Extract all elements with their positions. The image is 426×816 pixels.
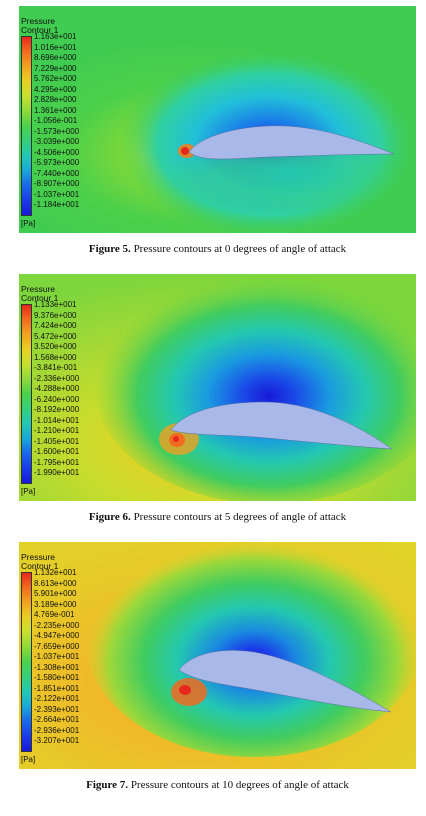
legend-level: -2.235e+000 xyxy=(34,620,80,630)
legend-level: -1.990e+001 xyxy=(34,468,80,477)
pressure-contour-plot: Pressure Contour 1 1.133e+001 9.376e+000… xyxy=(19,274,416,501)
legend-level: 1.163e+001 xyxy=(34,32,77,41)
legend-level: 1.361e+000 xyxy=(34,105,77,115)
color-legend: Pressure Contour 1 1.163e+001 1.016e+001… xyxy=(21,16,79,228)
pressure-contour-plot: Pressure Contour 1 1.132e+001 8.613e+000… xyxy=(19,542,416,769)
legend-level: 7.424e+000 xyxy=(34,321,77,330)
legend-level: -6.240e+000 xyxy=(34,394,80,404)
legend-subtitle: Contour 1 xyxy=(21,561,59,571)
legend-level: -2.393e+001 xyxy=(34,704,80,714)
legend-unit: [Pa] xyxy=(21,755,36,764)
legend-level: -1.210e+001 xyxy=(34,426,80,435)
legend-level: 8.696e+000 xyxy=(34,53,77,62)
legend-level: -2.122e+001 xyxy=(34,694,80,703)
legend-level: -5.973e+000 xyxy=(34,158,80,167)
legend-level: -3.841e-001 xyxy=(34,363,78,372)
legend-title: Pressure xyxy=(21,284,56,294)
legend-level: -1.851e+001 xyxy=(34,683,80,693)
legend-level: -7.440e+000 xyxy=(34,168,80,178)
legend-level: 5.472e+000 xyxy=(34,331,77,341)
legend-unit: [Pa] xyxy=(21,487,36,496)
legend-subtitle: Contour 1 xyxy=(21,25,59,35)
legend-level: -2.936e+001 xyxy=(34,725,80,735)
legend-level: -4.506e+000 xyxy=(34,147,80,157)
figure-7: Pressure Contour 1 1.132e+001 8.613e+000… xyxy=(19,542,416,791)
contour-field xyxy=(19,274,416,501)
legend-level: -4.288e+000 xyxy=(34,384,80,393)
figure-caption: Figure 7. Pressure contours at 10 degree… xyxy=(19,779,416,791)
legend-labels: 1.132e+001 8.613e+000 5.901e+000 3.189e+… xyxy=(34,568,79,747)
legend-level: 4.295e+000 xyxy=(34,84,77,94)
legend-level: -8.192e+000 xyxy=(34,405,80,414)
pressure-contour-plot: Pressure Contour 1 1.163e+001 1.016e+001… xyxy=(19,6,416,233)
caption-text: Pressure contours at 10 degrees of angle… xyxy=(130,779,349,791)
legend-title: Pressure xyxy=(21,552,56,562)
legend-level: 8.613e+000 xyxy=(34,578,77,588)
legend-labels: 1.133e+001 9.376e+000 7.424e+000 5.472e+… xyxy=(34,300,79,479)
caption-label: Figure 5. xyxy=(88,243,131,255)
caption-text: Pressure contours at 0 degrees of angle … xyxy=(133,243,347,255)
legend-level: -1.037e+001 xyxy=(34,652,80,661)
legend-level: -1.600e+001 xyxy=(34,447,80,456)
caption-label: Figure 6. xyxy=(88,511,131,523)
legend-level: -8.907e+000 xyxy=(34,179,80,188)
legend-level: -4.947e+000 xyxy=(34,631,80,640)
legend-level: -1.405e+001 xyxy=(34,436,80,446)
legend-level: -1.580e+001 xyxy=(34,673,80,682)
legend-level: 5.762e+000 xyxy=(34,74,77,83)
legend-level: -2.336e+000 xyxy=(34,373,80,383)
legend-level: 7.229e+000 xyxy=(34,63,77,73)
legend-level: -1.573e+000 xyxy=(34,126,80,136)
legend-level: -2.664e+001 xyxy=(34,715,80,724)
legend-unit: [Pa] xyxy=(21,219,36,228)
legend-level: -1.795e+001 xyxy=(34,457,80,467)
legend-level: 1.132e+001 xyxy=(34,568,77,577)
legend-level: -3.039e+000 xyxy=(34,137,80,146)
contour-field xyxy=(19,6,416,233)
legend-level: -3.207e+001 xyxy=(34,736,80,745)
legend-level: 9.376e+000 xyxy=(34,310,77,320)
contour-field xyxy=(19,542,416,769)
legend-level: -1.056e-001 xyxy=(34,116,78,125)
legend-level: 4.769e-001 xyxy=(34,610,75,619)
legend-colorbar xyxy=(21,304,32,484)
legend-level: 5.901e+000 xyxy=(34,589,77,598)
legend-level: -1.184e+001 xyxy=(34,200,80,209)
legend-level: -1.014e+001 xyxy=(34,415,80,425)
legend-labels: 1.163e+001 1.016e+001 8.696e+000 7.229e+… xyxy=(34,32,79,211)
legend-level: 1.568e+000 xyxy=(34,352,77,362)
legend-level: 1.133e+001 xyxy=(34,300,77,309)
figure-5: Pressure Contour 1 1.163e+001 1.016e+001… xyxy=(19,6,416,255)
figure-caption: Figure 5. Pressure contours at 0 degrees… xyxy=(19,243,416,255)
legend-level: 3.189e+000 xyxy=(34,599,77,609)
caption-label: Figure 7. xyxy=(86,779,129,791)
color-legend: Pressure Contour 1 1.132e+001 8.613e+000… xyxy=(21,552,79,764)
legend-subtitle: Contour 1 xyxy=(21,293,59,303)
legend-level: -1.037e+001 xyxy=(34,189,80,199)
legend-title: Pressure xyxy=(21,16,56,26)
caption-text: Pressure contours at 5 degrees of angle … xyxy=(133,511,347,523)
legend-level: 1.016e+001 xyxy=(34,42,77,52)
figure-caption: Figure 6. Pressure contours at 5 degrees… xyxy=(19,511,416,523)
legend-level: -1.308e+001 xyxy=(34,662,80,672)
legend-colorbar xyxy=(21,36,32,216)
legend-colorbar xyxy=(21,572,32,752)
legend-level: -7.659e+000 xyxy=(34,641,80,651)
figure-6: Pressure Contour 1 1.133e+001 9.376e+000… xyxy=(19,274,416,523)
legend-level: 3.520e+000 xyxy=(34,342,77,351)
legend-level: 2.828e+000 xyxy=(34,95,77,104)
color-legend: Pressure Contour 1 1.133e+001 9.376e+000… xyxy=(21,284,79,496)
